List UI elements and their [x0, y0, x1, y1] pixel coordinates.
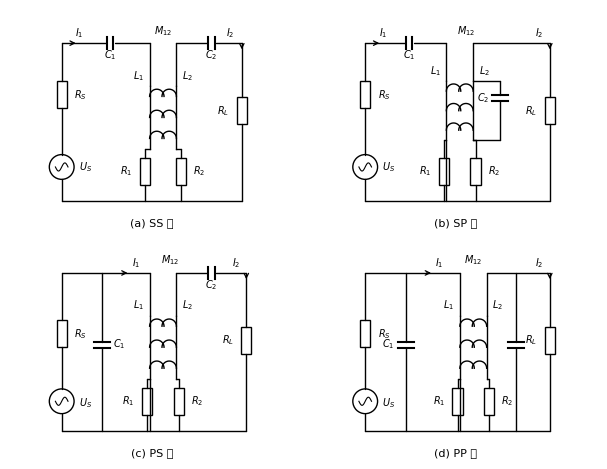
Bar: [484, 388, 494, 415]
Bar: [174, 388, 184, 415]
Text: $U_S$: $U_S$: [382, 160, 395, 174]
Text: $C_2$: $C_2$: [476, 91, 489, 105]
Text: $U_S$: $U_S$: [78, 160, 92, 174]
Text: $I_1$: $I_1$: [132, 256, 140, 270]
Text: $L_1$: $L_1$: [133, 69, 144, 83]
Text: $M_{12}$: $M_{12}$: [464, 254, 483, 267]
Text: $U_S$: $U_S$: [382, 397, 395, 410]
Bar: [56, 82, 67, 108]
Text: $R_S$: $R_S$: [74, 327, 87, 340]
Text: (c) PS 型: (c) PS 型: [131, 447, 173, 458]
Text: $I_2$: $I_2$: [535, 26, 544, 40]
Text: $R_S$: $R_S$: [378, 327, 390, 340]
Text: $C_2$: $C_2$: [205, 279, 217, 292]
Text: $I_2$: $I_2$: [535, 256, 544, 270]
Bar: [142, 388, 152, 415]
Text: $R_1$: $R_1$: [120, 165, 132, 178]
Text: $I_1$: $I_1$: [379, 26, 387, 40]
Text: $R_S$: $R_S$: [378, 88, 390, 102]
Text: $R_1$: $R_1$: [123, 394, 135, 408]
Text: $I_2$: $I_2$: [232, 256, 240, 270]
Bar: [176, 158, 186, 185]
Text: (a) SS 型: (a) SS 型: [130, 218, 174, 228]
Text: $R_1$: $R_1$: [433, 394, 445, 408]
Bar: [237, 97, 247, 124]
Bar: [360, 82, 370, 108]
Bar: [544, 97, 555, 124]
Text: (d) PP 型: (d) PP 型: [434, 447, 476, 458]
Text: $M_{12}$: $M_{12}$: [161, 254, 179, 267]
Bar: [544, 327, 555, 354]
Text: $C_1$: $C_1$: [403, 49, 415, 62]
Text: $C_2$: $C_2$: [205, 49, 217, 62]
Text: $R_1$: $R_1$: [419, 165, 432, 178]
Text: $R_2$: $R_2$: [501, 394, 514, 408]
Text: $R_S$: $R_S$: [74, 88, 87, 102]
Text: $R_2$: $R_2$: [488, 165, 500, 178]
Text: $L_1$: $L_1$: [133, 299, 144, 312]
Text: $R_L$: $R_L$: [217, 104, 229, 118]
Text: $C_1$: $C_1$: [104, 49, 117, 62]
Text: $L_2$: $L_2$: [182, 299, 193, 312]
Bar: [470, 158, 481, 185]
Text: $U_S$: $U_S$: [78, 397, 92, 410]
Text: $L_2$: $L_2$: [492, 299, 503, 312]
Text: $R_L$: $R_L$: [525, 104, 537, 118]
Text: $I_1$: $I_1$: [435, 256, 444, 270]
Text: $I_2$: $I_2$: [226, 26, 235, 40]
Text: $R_2$: $R_2$: [194, 165, 206, 178]
Bar: [439, 158, 449, 185]
Text: $M_{12}$: $M_{12}$: [457, 24, 476, 38]
Text: $C_1$: $C_1$: [114, 337, 126, 351]
Bar: [140, 158, 150, 185]
Text: $M_{12}$: $M_{12}$: [154, 24, 172, 38]
Text: $L_2$: $L_2$: [182, 69, 193, 83]
Bar: [452, 388, 463, 415]
Text: $R_L$: $R_L$: [525, 333, 537, 348]
Bar: [241, 327, 251, 354]
Text: $R_2$: $R_2$: [191, 394, 203, 408]
Bar: [360, 320, 370, 347]
Text: (b) SP 型: (b) SP 型: [433, 218, 477, 228]
Bar: [56, 320, 67, 347]
Text: $L_1$: $L_1$: [430, 64, 441, 78]
Text: $L_2$: $L_2$: [479, 64, 490, 78]
Text: $R_L$: $R_L$: [222, 333, 234, 348]
Text: $L_1$: $L_1$: [443, 299, 454, 312]
Text: $C_1$: $C_1$: [382, 337, 395, 351]
Text: $I_1$: $I_1$: [75, 26, 84, 40]
